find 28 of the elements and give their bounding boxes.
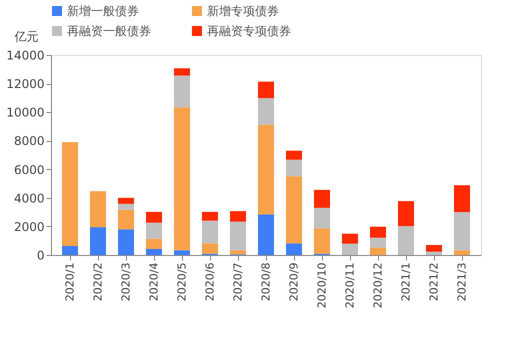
y-tick-label: 14000 (6, 48, 44, 62)
x-tick-label: 2021/1 (400, 262, 412, 302)
legend-label: 新增一般债券 (67, 4, 139, 18)
y-tick-label: 12000 (6, 77, 44, 92)
x-tick-label: 2020/4 (148, 262, 160, 302)
y-tick-label: 10000 (6, 106, 44, 120)
y-tick-label: 6000 (14, 162, 44, 177)
y-axis-title: 亿元 (14, 30, 38, 44)
y-tick-label: 2000 (14, 220, 44, 234)
legend-label: 新增专项债券 (207, 4, 279, 18)
x-tick-label: 2020/1 (64, 262, 76, 302)
x-tick-label: 2020/3 (120, 262, 132, 302)
x-tick-label: 2020/10 (316, 262, 328, 308)
x-tick-label: 2020/9 (288, 262, 300, 302)
x-tick-label: 2020/12 (372, 262, 384, 308)
x-tick-label: 2020/11 (344, 262, 356, 308)
x-tick-label: 2020/6 (204, 262, 216, 302)
x-tick-label: 2020/5 (176, 262, 188, 302)
legend-label: 再融资一般债券 (67, 24, 151, 38)
x-tick-label: 2020/7 (232, 262, 244, 302)
x-tick-label: 2021/2 (428, 262, 440, 302)
legend-label: 再融资专项债券 (207, 24, 291, 38)
y-tick-label: 4000 (14, 191, 44, 206)
x-tick-label: 2020/2 (92, 262, 104, 302)
y-tick-label: 0 (36, 248, 44, 262)
x-tick-label: 2020/8 (260, 262, 272, 302)
y-tick-label: 8000 (14, 134, 44, 148)
x-tick-label: 2021/3 (456, 262, 468, 302)
